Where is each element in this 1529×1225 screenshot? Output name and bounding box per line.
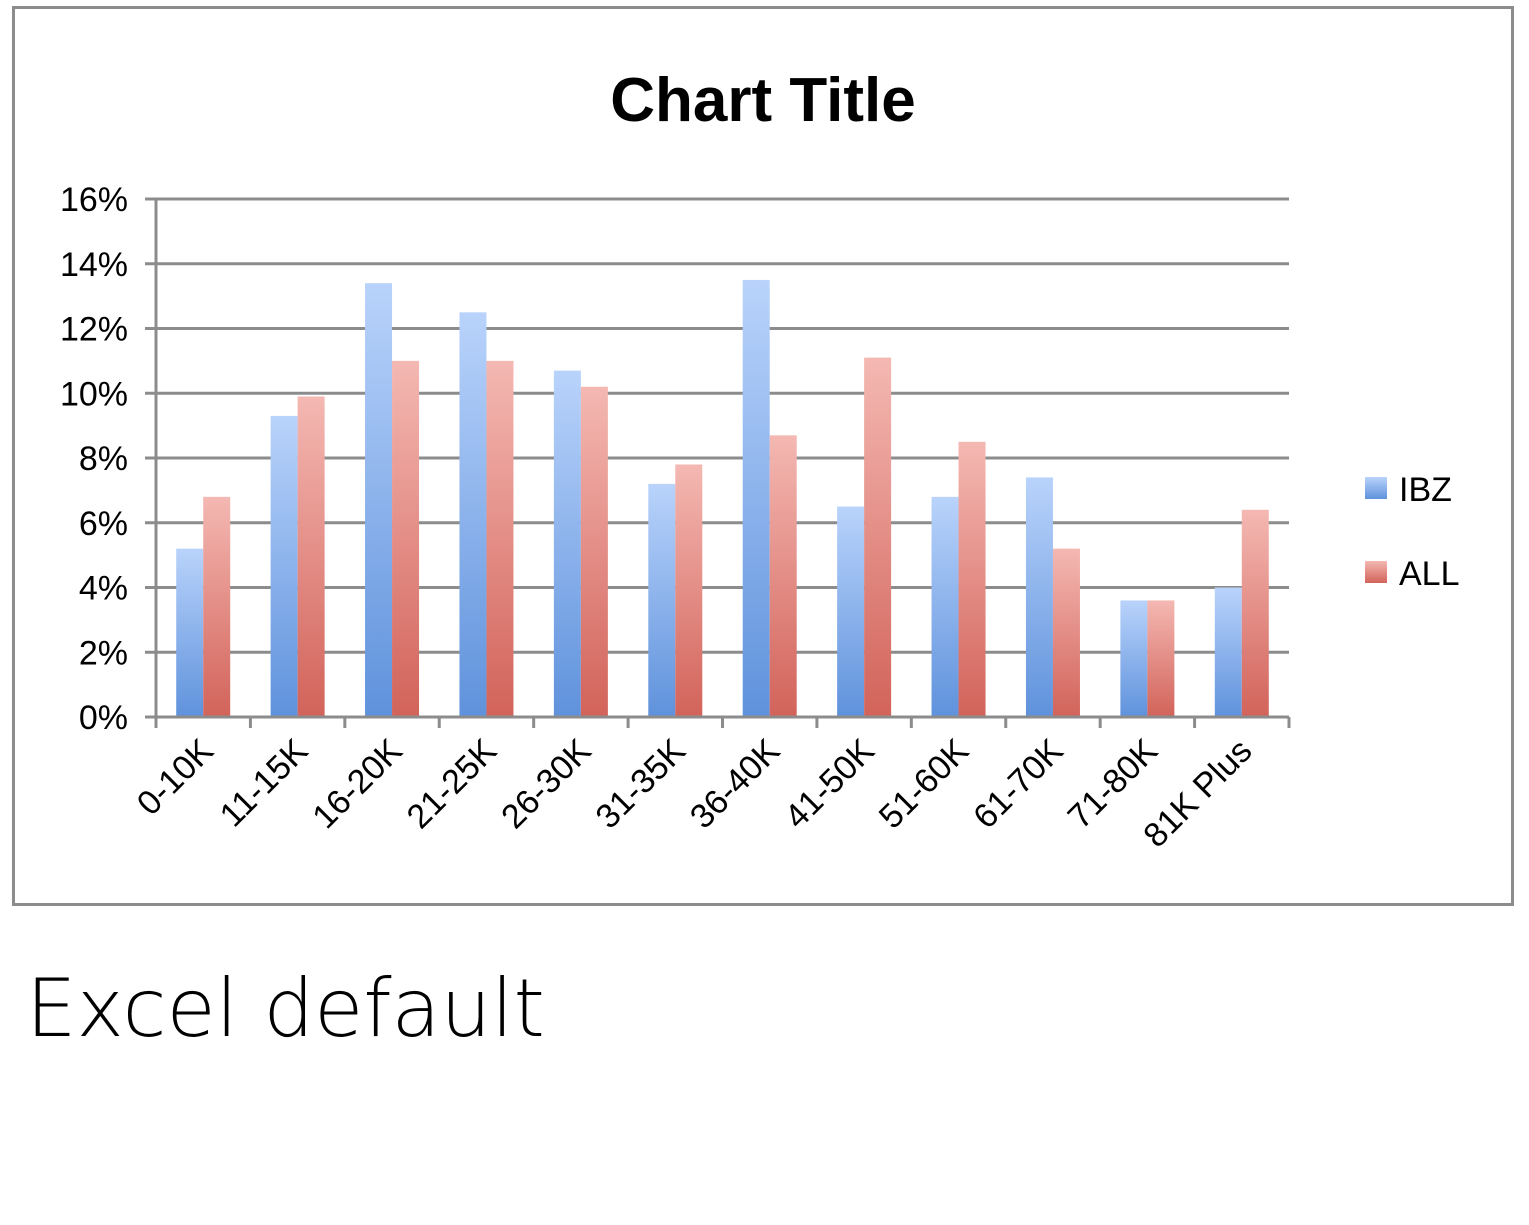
bar-ibz-7 — [837, 506, 865, 717]
chart-frame: Chart Title 0% 2% 4% 6% 8% 10% 12% 14% 16% 0-10K 1… — [12, 6, 1514, 906]
y-tick-label: 0% — [79, 699, 128, 737]
bar-ibz-5 — [648, 483, 676, 717]
y-tick-label: 14% — [60, 246, 128, 284]
bar-all-4 — [580, 386, 608, 717]
x-tick-label: 41-50K — [777, 732, 882, 837]
y-tick-label: 10% — [60, 375, 128, 413]
legend-swatch-all — [1365, 561, 1387, 583]
x-tick-label: 11-15K — [213, 732, 316, 835]
y-tick-label: 2% — [79, 634, 128, 672]
x-tick-label: 21-25K — [400, 732, 505, 837]
bar-all-1 — [297, 396, 325, 717]
bar-all-9 — [1052, 548, 1080, 717]
bar-ibz-11 — [1214, 587, 1242, 717]
bar-ibz-10 — [1120, 600, 1148, 717]
x-tick-label: 36-40K — [683, 732, 788, 837]
x-tick-label: 16-20K — [305, 732, 410, 837]
bar-all-6 — [769, 435, 797, 717]
bar-all-7 — [864, 357, 892, 717]
chart-title: Chart Title — [610, 66, 915, 135]
bar-ibz-0 — [176, 548, 204, 717]
bar-chart: Chart Title 0%2%4%6%8%10%12%14%16%0-10K1… — [60, 66, 1460, 855]
gridlines — [156, 197, 1289, 654]
bar-all-8 — [958, 441, 986, 717]
bar-ibz-6 — [742, 279, 770, 717]
bar-ibz-3 — [459, 312, 487, 717]
bar-all-5 — [675, 464, 703, 717]
legend: IBZ ALL — [1365, 471, 1460, 593]
x-tick-label: 31-35K — [589, 732, 694, 837]
bar-ibz-4 — [553, 370, 581, 717]
bar-all-11 — [1241, 509, 1269, 717]
bar-ibz-8 — [931, 496, 959, 717]
bar-all-3 — [486, 360, 514, 717]
x-tick-label: 26-30K — [494, 732, 599, 837]
bar-ibz-2 — [365, 283, 393, 717]
bars — [176, 279, 1269, 717]
y-tick-label: 8% — [79, 440, 128, 478]
y-tick-label: 12% — [60, 311, 128, 349]
legend-label-ibz: IBZ — [1399, 471, 1452, 509]
x-tick-label: 51-60K — [872, 732, 977, 837]
y-tick-label: 6% — [79, 505, 128, 543]
legend-swatch-ibz — [1365, 477, 1387, 499]
bar-all-2 — [392, 360, 420, 717]
bar-ibz-1 — [270, 415, 298, 717]
legend-label-all: ALL — [1399, 555, 1460, 593]
x-tick-label: 0-10K — [130, 732, 221, 823]
caption: Excel default — [26, 962, 545, 1055]
x-tick-label: 61-70K — [966, 732, 1071, 837]
bar-ibz-9 — [1025, 477, 1053, 717]
bar-all-0 — [203, 496, 231, 717]
y-tick-label: 16% — [60, 181, 128, 219]
bar-all-10 — [1147, 600, 1175, 717]
y-tick-label: 4% — [79, 570, 128, 608]
